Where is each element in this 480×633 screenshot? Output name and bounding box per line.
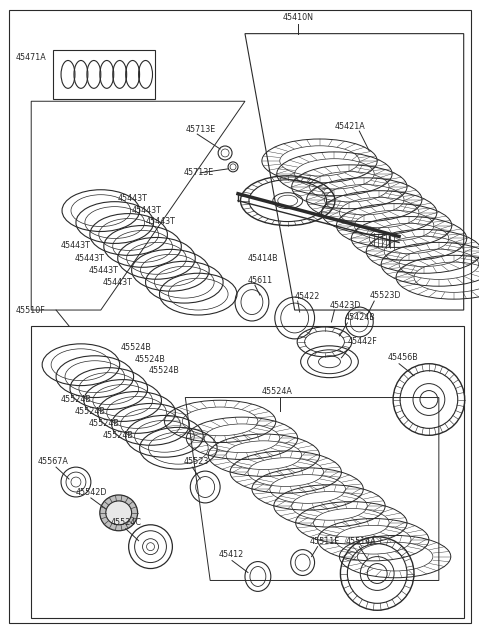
Text: 45542D: 45542D [76, 489, 108, 498]
Text: 45713E: 45713E [183, 168, 214, 177]
Text: 45524C: 45524C [111, 518, 142, 527]
Text: 45443T: 45443T [75, 254, 105, 263]
Text: 45443T: 45443T [103, 278, 132, 287]
Text: 45523: 45523 [183, 456, 209, 466]
Text: 45611: 45611 [248, 276, 273, 285]
Text: 45524B: 45524B [148, 366, 180, 375]
Text: 45523D: 45523D [369, 291, 401, 299]
Text: 45424B: 45424B [344, 313, 375, 322]
Text: 45524B: 45524B [89, 419, 120, 428]
Text: 45443T: 45443T [61, 241, 91, 250]
Text: 45510F: 45510F [15, 306, 45, 315]
Text: 45511E: 45511E [310, 537, 340, 546]
Text: 45524B: 45524B [103, 431, 133, 440]
Text: 45524B: 45524B [75, 407, 106, 416]
Text: 45422: 45422 [295, 292, 320, 301]
Text: 45421A: 45421A [335, 122, 365, 130]
Text: 45410N: 45410N [282, 13, 313, 22]
Text: 45456B: 45456B [387, 353, 418, 362]
Text: 45524B: 45524B [120, 343, 152, 353]
Ellipse shape [106, 501, 132, 525]
Text: 45471A: 45471A [15, 53, 46, 62]
Text: 45443T: 45443T [89, 266, 119, 275]
Ellipse shape [100, 495, 138, 530]
Text: 45443T: 45443T [145, 217, 175, 226]
Text: 45524B: 45524B [134, 355, 166, 364]
Text: 45713E: 45713E [185, 125, 216, 134]
Text: 45414B: 45414B [248, 254, 278, 263]
Text: 45423D: 45423D [329, 301, 361, 310]
Text: 45514A: 45514A [346, 537, 376, 546]
Text: 45412: 45412 [218, 550, 243, 559]
Text: 45442F: 45442F [348, 337, 377, 346]
Text: 45524B: 45524B [61, 395, 92, 404]
Text: 45524A: 45524A [262, 387, 293, 396]
Text: 45443T: 45443T [118, 194, 147, 203]
Text: 45443T: 45443T [132, 206, 161, 215]
Text: 45567A: 45567A [37, 456, 68, 466]
